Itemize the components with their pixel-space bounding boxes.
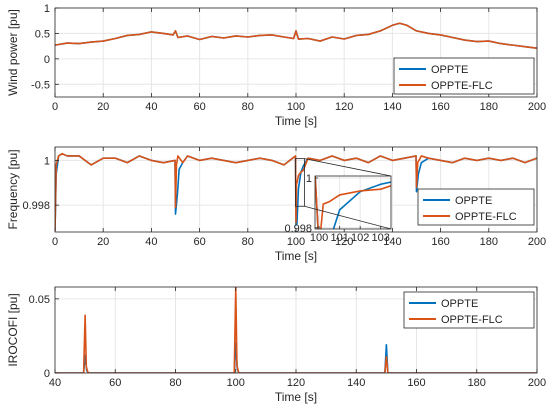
- legend-label: OPPTE-FLC: [431, 80, 493, 92]
- legend-box: [403, 291, 535, 329]
- x-tick-label: 160: [431, 236, 449, 248]
- series-line-oppte-flc: [55, 287, 537, 373]
- x-tick-label: 160: [431, 101, 449, 113]
- y-tick-label: 0.05: [29, 294, 50, 306]
- x-tick-label: 60: [193, 101, 205, 113]
- inset-frame: [314, 175, 392, 230]
- x-axis-label: Time [s]: [275, 249, 317, 263]
- x-tick-label: 80: [242, 236, 254, 248]
- x-tick-label: 80: [242, 101, 254, 113]
- inset-x-tick-label: 101: [330, 232, 348, 244]
- y-tick-label: 1: [44, 155, 50, 167]
- x-tick-label: 140: [383, 101, 401, 113]
- legend-box: [417, 188, 535, 226]
- subplot-1: 0 20 40 60 80 100 120 140 160 180 200-0.500.51Time…: [6, 3, 546, 128]
- x-tick-label: 180: [480, 236, 498, 248]
- y-axis-label: Frequency [pu]: [6, 149, 20, 229]
- x-tick-label: 60: [193, 236, 205, 248]
- x-tick-label: 40: [145, 101, 157, 113]
- zoom-connector-bottom: [304, 205, 392, 230]
- y-tick-label: 0.998: [22, 200, 50, 212]
- x-tick-label: 160: [407, 377, 425, 389]
- legend-box: [393, 57, 535, 95]
- series-line-oppte-flc: [55, 22, 537, 49]
- legend-label: OPPTE: [455, 195, 492, 207]
- x-tick-label: 120: [287, 377, 305, 389]
- y-tick-label: -0.5: [31, 79, 50, 91]
- inset-axes: 100 101 102 103 0.998 1: [284, 173, 392, 244]
- x-tick-label: 0: [52, 236, 58, 248]
- legend-1: OPPTE OPPTE-FLC: [393, 57, 535, 95]
- inset-x-tick-label: 102: [351, 232, 369, 244]
- y-tick-label: 1: [44, 3, 50, 15]
- x-tick-label: 200: [528, 101, 546, 113]
- y-axis-label: Wind power [pu]: [6, 9, 20, 96]
- legend-label: OPPTE: [431, 64, 468, 76]
- inset-y-tick-label: 1: [306, 173, 312, 185]
- series-line-oppte: [55, 342, 537, 373]
- x-tick-label: 80: [169, 377, 181, 389]
- zoom-marker: [295, 158, 305, 207]
- x-tick-label: 100: [227, 377, 245, 389]
- y-axis-label: IROCOFI [pu]: [6, 293, 20, 366]
- x-tick-label: 120: [335, 236, 353, 248]
- x-tick-label: 200: [528, 377, 546, 389]
- x-axis-label: Time [s]: [275, 390, 317, 404]
- x-tick-label: 60: [109, 377, 121, 389]
- x-tick-label: 180: [468, 377, 486, 389]
- x-tick-label: 140: [383, 236, 401, 248]
- x-tick-label: 0: [52, 101, 58, 113]
- x-tick-label: 200: [528, 236, 546, 248]
- x-tick-label: 180: [480, 101, 498, 113]
- inset-y-tick-label: 0.998: [284, 223, 312, 235]
- legend-label: OPPTE: [441, 298, 478, 310]
- x-tick-label: 100: [287, 101, 305, 113]
- legend-label: OPPTE-FLC: [455, 211, 517, 223]
- x-tick-label: 100: [287, 236, 305, 248]
- x-tick-label: 20: [97, 236, 109, 248]
- y-tick-label: 0: [44, 54, 50, 66]
- legend-label: OPPTE-FLC: [441, 314, 503, 326]
- x-tick-label: 40: [49, 377, 61, 389]
- x-tick-label: 120: [335, 101, 353, 113]
- zoom-connector-top: [304, 158, 392, 177]
- inset-x-tick-label: 100: [310, 232, 328, 244]
- legend-3: OPPTE OPPTE-FLC: [403, 291, 535, 329]
- y-tick-label: 0.5: [35, 28, 50, 40]
- x-tick-label: 140: [347, 377, 365, 389]
- legend-2: OPPTE OPPTE-FLC: [417, 188, 535, 226]
- x-axis-label: Time [s]: [275, 114, 317, 128]
- x-tick-label: 20: [97, 101, 109, 113]
- inset-x-tick-label: 103: [372, 232, 390, 244]
- y-tick-label: 0: [44, 368, 50, 380]
- series-line-oppte-flc: [55, 152, 537, 231]
- x-tick-label: 40: [145, 236, 157, 248]
